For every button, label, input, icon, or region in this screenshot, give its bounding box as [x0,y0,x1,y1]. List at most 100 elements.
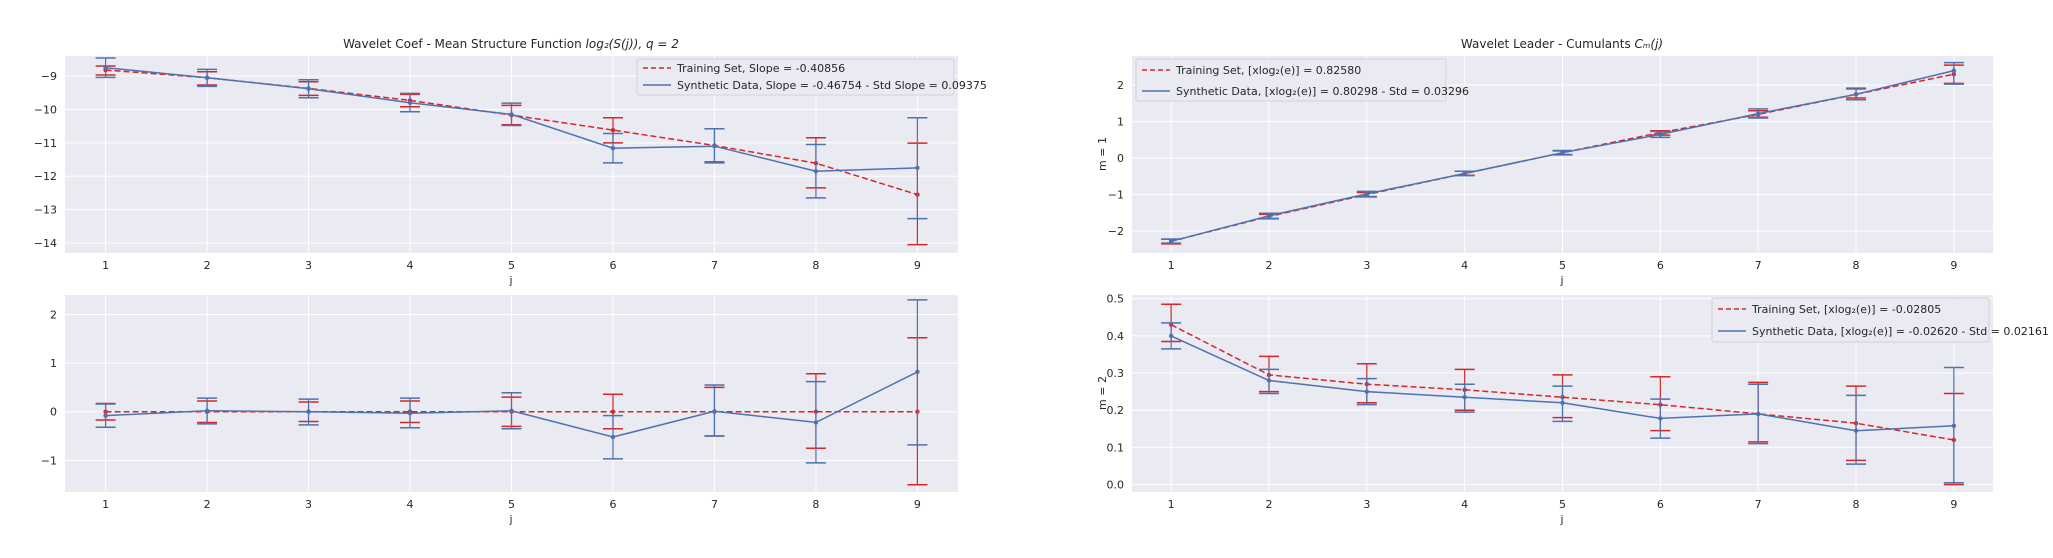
synthetic-data-point [1755,411,1761,417]
x-tick-label: 7 [1755,498,1762,511]
x-tick-label: 2 [204,498,211,511]
x-axis-label: j [1559,513,1563,526]
legend-box [636,58,955,96]
x-tick-label: 2 [204,259,211,272]
tick-labels: 1 2 3 4 5 6 7 8 9 −2 −1 0 1 2 [1108,79,1958,272]
x-tick-label: 3 [305,259,312,272]
training-series-line [1170,324,1955,441]
x-tick-label: 3 [1363,498,1370,511]
synthetic-data-point [1951,423,1957,429]
x-tick-label: 4 [407,498,414,511]
x-tick-label: 7 [1755,259,1762,272]
x-tick-label: 5 [1559,259,1566,272]
synthetic-data-point [1951,68,1957,73]
x-tick-label: 3 [305,498,312,511]
tick-labels: 1 2 3 4 5 6 7 8 9 −1 0 1 2 [41,308,921,511]
synthetic-data-point [712,409,717,414]
x-tick-label: 9 [1950,259,1957,272]
synthetic-data-point [1364,191,1370,197]
x-axis-label: j [508,274,512,287]
x-tick-label: 5 [508,498,515,511]
x-tick-label: 6 [1657,259,1664,272]
y-tick-label: 0.4 [1107,330,1125,343]
y-tick-label: −11 [34,137,57,150]
legend-box [1711,297,1990,343]
x-tick-label: 8 [1853,259,1860,272]
legend: Training Set, [xlog₂(e)] = -0.02805 Synt… [1711,297,2049,343]
legend-label-training: Training Set, [xlog₂(e)] = 0.82580 [1175,64,1361,77]
x-tick-label: 9 [914,498,921,511]
panel-bottom-left: 1 2 3 4 5 6 7 8 9 −1 0 1 2 j [41,295,958,526]
synthetic-data-point [610,145,616,151]
y-tick-label: 0 [50,406,57,419]
tick-labels: 1 2 3 4 5 6 7 8 9 0.0 0.1 0.2 0.3 0.4 0.5 [1107,293,1958,511]
y-tick-label: 0.1 [1107,441,1125,454]
synthetic-data-point [915,165,920,171]
y-tick-label: 0.2 [1107,404,1125,417]
y-tick-label: −9 [41,70,57,83]
x-tick-label: 5 [1559,498,1566,511]
x-tick-label: 1 [102,259,109,272]
x-axis-label: j [508,513,512,526]
synthetic-data-point [712,143,717,149]
synthetic-data-point [1266,213,1272,218]
x-tick-label: 6 [609,498,616,511]
y-tick-label: −14 [34,237,57,250]
x-tick-label: 8 [1853,498,1860,511]
x-tick-label: 2 [1265,259,1272,272]
legend-label-training: Training Set, Slope = -0.40856 [676,62,845,75]
legend-box [1135,58,1447,102]
x-tick-label: 1 [1168,259,1175,272]
synthetic-data-point [1658,416,1663,421]
x-tick-label: 4 [1461,259,1468,272]
legend-label-synthetic: Synthetic Data, Slope = -0.46754 - Std S… [677,79,987,92]
synthetic-data-point [1364,389,1370,394]
series-marks [1161,61,1964,245]
panel-bottom-right: 1 2 3 4 5 6 7 8 9 0.0 0.1 0.2 0.3 0.4 0.5 j m = 2 Trai… [1096,293,2049,526]
training-data-point [610,409,616,414]
y-tick-label: −2 [1108,225,1124,238]
x-tick-label: 4 [407,259,414,272]
training-data-point [610,127,616,133]
y-tick-label: 2 [50,308,57,321]
legend-label-synthetic: Synthetic Data, [xlog₂(e)] = -0.02620 - … [1752,325,2049,338]
x-tick-label: 8 [812,498,819,511]
x-tick-label: 5 [508,259,515,272]
synthetic-data-point [1853,92,1859,97]
synthetic-data-point [1853,428,1859,433]
y-tick-label: −10 [34,103,57,116]
x-tick-label: 9 [914,259,921,272]
x-tick-label: 9 [1950,498,1957,511]
x-axis-label: j [1559,274,1563,287]
y-tick-label: 0 [1117,152,1124,165]
x-tick-label: 6 [1657,498,1664,511]
synthetic-data-point [610,434,616,440]
synthetic-data-point [407,411,413,416]
y-tick-label: −12 [34,170,57,183]
x-tick-label: 7 [711,498,718,511]
panel-top-left: 1 2 3 4 5 6 7 8 9 −14 −13 −12 −11 −10 −9 Wavelet Coef … [34,37,987,287]
synthetic-data-point [509,408,514,413]
x-tick-label: 3 [1363,259,1370,272]
legend: Training Set, Slope = -0.40856 Synthetic… [636,58,987,96]
tick-labels: 1 2 3 4 5 6 7 8 9 −14 −13 −12 −11 −10 −9 [34,70,921,272]
synthetic-data-point [813,168,819,174]
series-marks [1161,303,1964,486]
synthetic-data-point [1462,171,1467,176]
panel-top-right: 1 2 3 4 5 6 7 8 9 −2 −1 0 1 2 Wavelet Leader - Cumula… [1096,37,1993,287]
x-tick-label: 2 [1265,498,1272,511]
synthetic-data-point [204,408,210,413]
series-marks [95,57,928,246]
x-tick-label: 8 [812,259,819,272]
synthetic-data-point [1560,400,1565,405]
y-tick-label: −1 [1108,189,1124,202]
synthetic-data-point [813,420,819,425]
y-tick-label: 1 [50,357,57,370]
synthetic-data-point [306,86,311,91]
y-tick-label: −1 [41,454,57,467]
x-tick-label: 4 [1461,498,1468,511]
synthetic-data-point [1755,111,1761,116]
y-tick-label: 0.5 [1107,293,1125,306]
synthetic-data-point [1658,132,1663,137]
